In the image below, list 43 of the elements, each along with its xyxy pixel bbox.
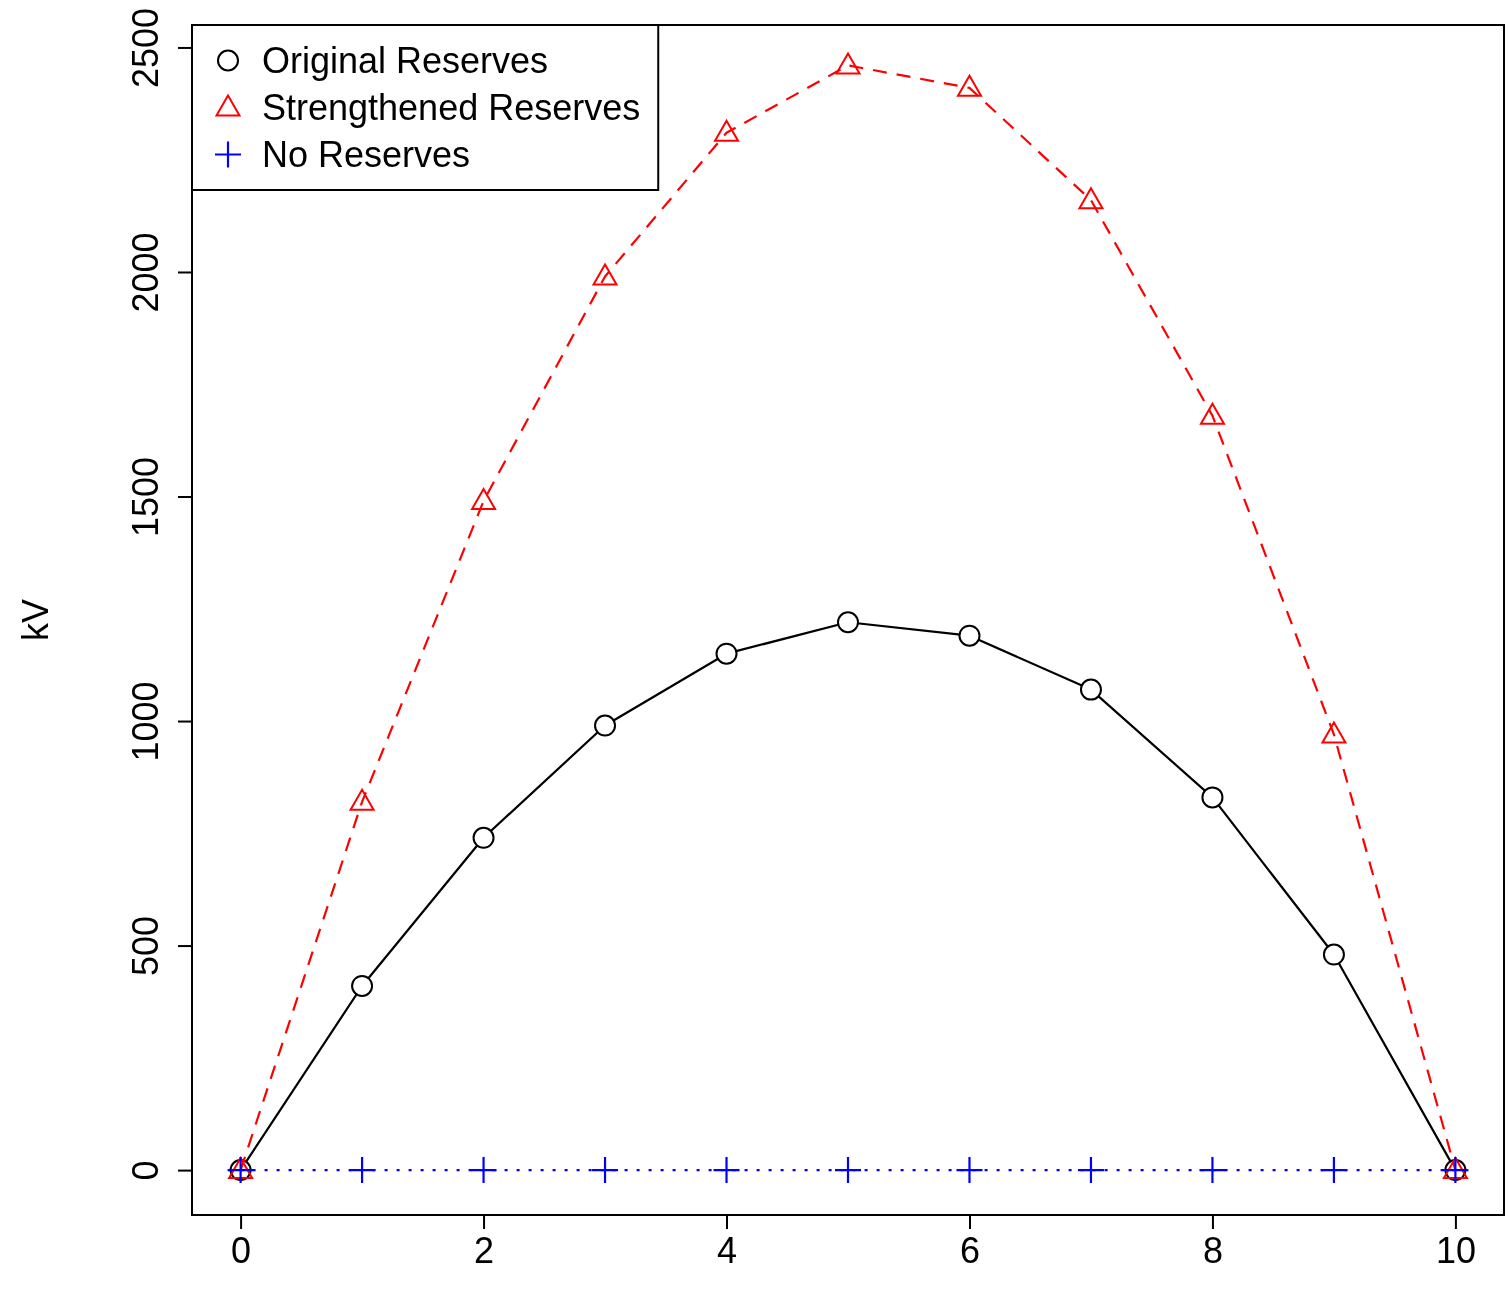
point	[835, 52, 861, 75]
point	[1078, 187, 1104, 210]
point	[472, 826, 495, 849]
y-tick-label: 1500	[125, 456, 166, 538]
y-tick-label: 1000	[125, 681, 166, 762]
point	[592, 263, 618, 286]
x-tick-label: 4	[717, 1229, 738, 1271]
y-tick-label: 0	[125, 1160, 166, 1181]
point	[349, 788, 375, 811]
point	[958, 624, 981, 647]
point	[470, 1157, 497, 1184]
point	[471, 488, 497, 510]
point	[1322, 943, 1345, 966]
point	[714, 119, 740, 142]
y-tick-label: 2500	[125, 7, 166, 88]
point	[715, 642, 738, 665]
point	[351, 974, 374, 997]
point	[592, 1157, 619, 1184]
point	[835, 1157, 861, 1184]
point	[1320, 1157, 1347, 1184]
point	[837, 611, 859, 634]
point	[956, 1157, 983, 1184]
point	[1199, 402, 1225, 425]
point	[1201, 786, 1224, 809]
y-axis-title: kV	[15, 598, 56, 642]
point	[349, 1157, 376, 1184]
y-tick-label: 500	[125, 916, 166, 977]
legend-label: No Reserves	[262, 134, 471, 176]
point	[713, 1157, 740, 1184]
legend-label: Original Reserves	[262, 40, 549, 82]
legend-label: Strengthened Reserves	[262, 87, 641, 129]
x-tick-label: 10	[1435, 1229, 1476, 1271]
point	[1077, 1157, 1104, 1184]
x-tick-label: 0	[231, 1229, 252, 1271]
point	[1199, 1157, 1226, 1184]
x-tick-label: 2	[474, 1229, 495, 1271]
point	[1321, 721, 1347, 744]
point	[1079, 678, 1102, 701]
x-tick-label: 8	[1202, 1229, 1223, 1271]
point	[594, 714, 617, 737]
point	[956, 74, 982, 97]
y-tick-label: 2000	[125, 232, 166, 313]
x-tick-label: 6	[959, 1229, 980, 1271]
